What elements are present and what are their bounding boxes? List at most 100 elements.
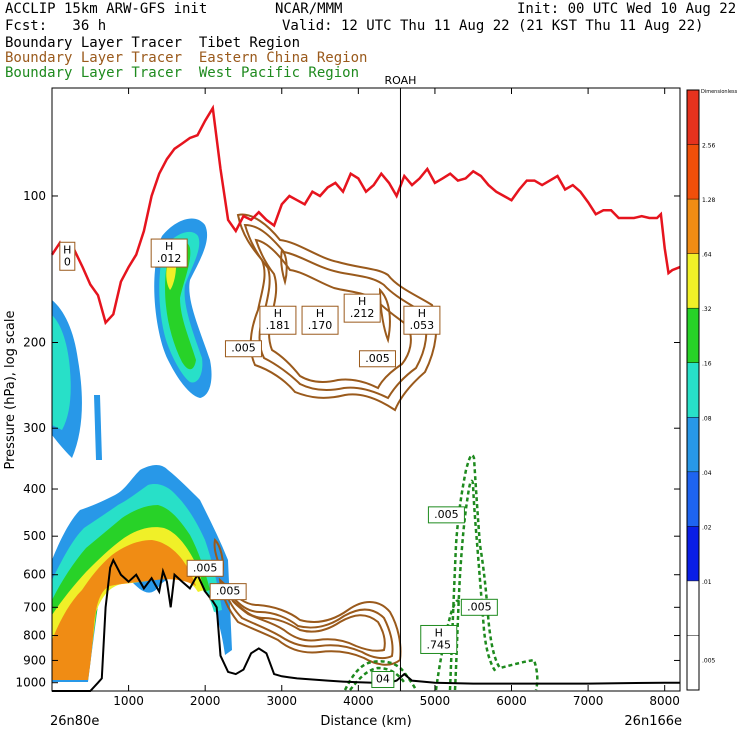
tibet-tracer-upper-left xyxy=(52,300,102,460)
x-tick-label: 4000 xyxy=(343,694,374,708)
contour-label-text: .005 xyxy=(216,585,241,598)
contour-label: .005 xyxy=(358,350,396,368)
contour-label-text: .005 xyxy=(365,352,390,365)
tibet-tracer-plume xyxy=(154,218,212,398)
contour-label: H .212 xyxy=(343,293,381,323)
colorbar-swatch xyxy=(687,580,699,636)
colorbar-level-label: .04 xyxy=(702,470,712,477)
contour-label-text: .005 xyxy=(231,342,256,355)
contour-label: .005 xyxy=(186,559,224,577)
contour-label: H .181 xyxy=(259,305,297,335)
colorbar-level-label: 2.56 xyxy=(702,143,716,150)
contour-label-text: H .212 xyxy=(350,295,375,320)
contour-label-box xyxy=(186,559,224,577)
contour-labels: H 0 H .012 H .181 H .170 H .212 H .053 .005 .005 .005.… xyxy=(59,238,498,689)
valid-time: Valid: 12 UTC Thu 11 Aug 22 (21 KST Thu … xyxy=(282,18,704,34)
contour-label-box xyxy=(427,506,465,524)
y-axis-title: Pressure (hPa), log scale xyxy=(3,311,18,470)
y-tick-label: 700 xyxy=(23,600,46,614)
colorbar-level-label: .01 xyxy=(702,579,712,586)
contour-label-text: .005 xyxy=(434,508,459,521)
roah-marker-label: ROAH xyxy=(385,74,417,87)
y-tick-label: 1000 xyxy=(15,676,46,690)
y-tick-label: 500 xyxy=(23,529,46,543)
colorbar-level-label: 1.28 xyxy=(702,197,716,204)
forecast-hour: Fcst: 36 h xyxy=(5,18,107,34)
contour-label-text: H .170 xyxy=(308,307,333,332)
tropopause-line xyxy=(50,104,681,326)
y-tick-label: 900 xyxy=(23,653,46,667)
contour-label: H .053 xyxy=(403,305,441,335)
contour-label-box xyxy=(224,340,262,358)
colorbar-level-label: .32 xyxy=(702,306,712,313)
colorbar-swatch xyxy=(687,90,699,145)
contour-label: .005 xyxy=(427,506,465,524)
contour-label-box xyxy=(371,671,395,689)
contour-label-text: .005 xyxy=(467,600,492,613)
contour-label-box xyxy=(209,583,247,601)
colorbar-title: Dimensionless xyxy=(701,89,738,95)
colorbar-frame xyxy=(686,89,700,691)
contour-label-text: 04 xyxy=(376,673,390,686)
y-axis: 100 200 300 400 500 600 700 800 900 1000 xyxy=(15,189,680,690)
colorbar-swatch xyxy=(687,199,699,254)
contour-label-text: H .012 xyxy=(157,240,182,265)
contour-label: .005 xyxy=(460,598,498,616)
init-time: Init: 00 UTC Wed 10 Aug 22 xyxy=(517,1,737,17)
contour-label-box xyxy=(301,305,339,335)
x-tick-label: 3000 xyxy=(266,694,297,708)
y-tick-label: 100 xyxy=(23,189,46,203)
x-tick-label: 7000 xyxy=(573,694,604,708)
x-tick-label: 8000 xyxy=(649,694,680,708)
x-tick-label: 5000 xyxy=(420,694,451,708)
x-tick-label: 6000 xyxy=(496,694,527,708)
contour-label-box xyxy=(420,624,458,654)
contour-label: .005 xyxy=(224,340,262,358)
model-title: ACCLIP 15km ARW-GFS init xyxy=(5,1,208,17)
colorbar-swatch xyxy=(687,308,699,363)
section-start-label: 26n80e xyxy=(50,714,99,729)
x-axis-title: Distance (km) xyxy=(320,714,411,729)
plot-frame xyxy=(51,87,681,692)
colorbar-level-label: .005 xyxy=(702,658,716,665)
x-tick-label: 2000 xyxy=(190,694,221,708)
x-tick-label: 1000 xyxy=(113,694,144,708)
colorbar-swatch xyxy=(687,144,699,200)
colorbar-level-label: .08 xyxy=(702,415,712,422)
west-pacific-contours xyxy=(343,453,539,691)
legend-tibet: Boundary Layer Tracer Tibet Region xyxy=(5,35,301,51)
contour-label-box xyxy=(343,293,381,323)
section-end-label: 26n166e xyxy=(624,714,682,729)
colorbar-swatch xyxy=(687,635,699,690)
colorbar-swatch xyxy=(687,471,699,527)
y-tick-label: 800 xyxy=(23,629,46,643)
contour-label-text: H .181 xyxy=(266,307,291,332)
y-tick-label: 200 xyxy=(23,336,46,350)
y-tick-label: 400 xyxy=(23,482,46,496)
legend-eastern-china: Boundary Layer Tracer Eastern China Regi… xyxy=(5,50,368,66)
colorbar: .005 .01 .02 .04 .08 .16 .32 .64 1.28 2.56 Dimensi… xyxy=(686,89,738,691)
contour-label: H .745 xyxy=(420,624,458,654)
colorbar-level-label: .02 xyxy=(702,524,712,531)
contour-label-box xyxy=(403,305,441,335)
contour-label: H .012 xyxy=(150,238,188,268)
contour-label-box xyxy=(460,598,498,616)
legend-west-pacific: Boundary Layer Tracer West Pacific Regio… xyxy=(5,65,360,81)
terrain-line xyxy=(52,557,680,692)
colorbar-swatch xyxy=(687,362,699,418)
colorbar-level-label: .64 xyxy=(702,252,712,259)
colorbar-swatch xyxy=(687,526,699,581)
colorbar-swatch xyxy=(687,417,699,472)
colorbar-level-label: .16 xyxy=(702,361,712,368)
y-tick-label: 600 xyxy=(23,568,46,582)
contour-label: H .170 xyxy=(301,305,339,335)
contour-label-text: .005 xyxy=(193,561,218,574)
contour-label-box xyxy=(59,241,76,271)
contour-label-box xyxy=(259,305,297,335)
contour-label-box xyxy=(150,238,188,268)
org-label: NCAR/MMM xyxy=(275,1,343,17)
contour-label-box xyxy=(358,350,396,368)
